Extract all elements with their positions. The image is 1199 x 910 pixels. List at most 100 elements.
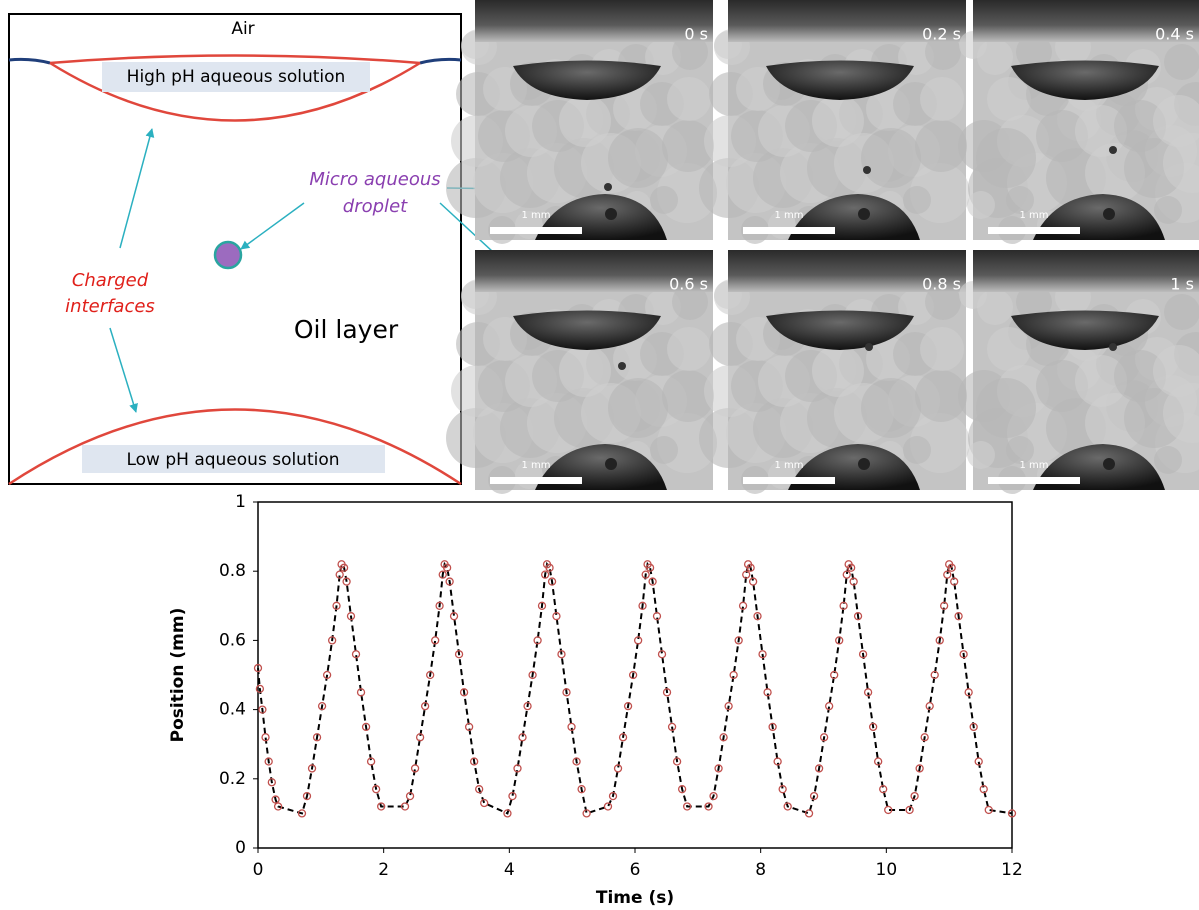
data-point bbox=[724, 701, 733, 711]
texture bbox=[812, 345, 864, 397]
data-point bbox=[778, 785, 787, 794]
data-point bbox=[255, 684, 265, 693]
x-tick-label: 2 bbox=[378, 860, 389, 880]
bottom-solution-label: Low pH aqueous solution bbox=[126, 450, 339, 470]
x-axis-label: Time (s) bbox=[596, 888, 674, 908]
data-point bbox=[420, 701, 430, 711]
scale-bar bbox=[743, 227, 835, 234]
texture bbox=[1164, 44, 1199, 80]
data-point bbox=[662, 688, 672, 697]
data-point bbox=[528, 670, 537, 680]
data-point bbox=[683, 802, 692, 811]
data-point bbox=[925, 701, 934, 711]
data-point bbox=[557, 650, 566, 659]
top-band bbox=[973, 0, 1199, 42]
droplet-label: Micro aqueous bbox=[309, 169, 440, 190]
fit-line bbox=[257, 561, 1013, 815]
texture bbox=[650, 186, 678, 214]
data-point bbox=[969, 722, 978, 732]
scale-bar bbox=[490, 477, 582, 484]
data-point bbox=[271, 795, 280, 804]
data-point bbox=[582, 809, 591, 818]
data-point bbox=[758, 650, 767, 659]
data-point bbox=[830, 670, 839, 680]
data-point bbox=[361, 722, 371, 732]
arrow bbox=[109, 327, 138, 413]
frame-time: 0.6 s bbox=[669, 275, 708, 294]
y-tick-label: 1 bbox=[235, 492, 246, 512]
data-point bbox=[273, 802, 283, 811]
data-point bbox=[950, 577, 959, 586]
data-point bbox=[317, 701, 327, 711]
data-point bbox=[979, 785, 988, 794]
micro-droplet bbox=[604, 183, 612, 191]
droplet bbox=[858, 208, 870, 220]
scale-bar-label: 1 mm bbox=[521, 210, 550, 221]
air-oil-interface bbox=[419, 57, 462, 65]
data-point bbox=[327, 636, 337, 645]
data-point bbox=[879, 785, 888, 794]
data-point bbox=[503, 809, 512, 818]
data-point bbox=[577, 785, 586, 794]
texture bbox=[903, 436, 931, 464]
x-tick-label: 12 bbox=[1001, 860, 1023, 880]
data-point bbox=[974, 757, 983, 766]
data-point bbox=[613, 764, 623, 773]
texture bbox=[976, 378, 1036, 438]
top-drop bbox=[1011, 60, 1159, 100]
data-point bbox=[307, 764, 317, 773]
frame-time: 0.2 s bbox=[922, 25, 961, 44]
frame: 1 mm 0.8 s bbox=[699, 250, 970, 494]
arrow bbox=[119, 128, 155, 249]
data-point bbox=[335, 570, 344, 579]
data-point bbox=[763, 688, 772, 697]
texture bbox=[667, 77, 711, 121]
scale-bar-label: 1 mm bbox=[521, 460, 550, 471]
data-point bbox=[302, 791, 312, 801]
texture bbox=[977, 39, 1013, 75]
frame: 1 mm 0.6 s bbox=[446, 250, 717, 494]
data-point bbox=[537, 601, 547, 610]
scale-bar bbox=[743, 477, 835, 484]
data-point bbox=[339, 563, 349, 572]
data-point bbox=[652, 612, 662, 621]
texture bbox=[1016, 34, 1052, 70]
frame: 1 mm 1 s bbox=[958, 250, 1199, 494]
top-band bbox=[475, 0, 713, 42]
data-point bbox=[567, 722, 576, 732]
data-point bbox=[645, 563, 655, 572]
data-point bbox=[773, 757, 782, 766]
texture bbox=[559, 95, 611, 147]
data-point bbox=[540, 570, 550, 579]
texture bbox=[976, 128, 1036, 188]
data-point bbox=[1007, 809, 1017, 818]
data-point bbox=[438, 570, 447, 579]
scale-bar-label: 1 mm bbox=[774, 460, 803, 471]
texture bbox=[1154, 196, 1182, 224]
data-point bbox=[445, 577, 454, 586]
droplet bbox=[605, 458, 617, 470]
top-band bbox=[728, 0, 966, 42]
texture bbox=[667, 327, 711, 371]
micro-droplet bbox=[1109, 343, 1117, 351]
y-tick-label: 0 bbox=[235, 838, 246, 858]
data-point bbox=[415, 733, 425, 742]
data-point bbox=[984, 805, 993, 815]
data-point bbox=[366, 757, 376, 766]
data-point bbox=[267, 778, 276, 787]
data-point bbox=[618, 733, 628, 742]
micro-droplet bbox=[213, 240, 243, 270]
frame-time: 1 s bbox=[1170, 275, 1194, 294]
texture bbox=[925, 34, 961, 70]
x-tick-label: 0 bbox=[253, 860, 264, 880]
data-point bbox=[562, 688, 571, 697]
arrow bbox=[240, 202, 305, 250]
texture bbox=[1153, 345, 1199, 397]
data-point bbox=[819, 733, 829, 742]
texture bbox=[1006, 436, 1034, 464]
data-point bbox=[935, 636, 944, 645]
texture bbox=[1163, 383, 1199, 443]
data-point bbox=[947, 563, 956, 572]
data-point bbox=[623, 701, 633, 711]
x-tick-label: 6 bbox=[630, 860, 641, 880]
